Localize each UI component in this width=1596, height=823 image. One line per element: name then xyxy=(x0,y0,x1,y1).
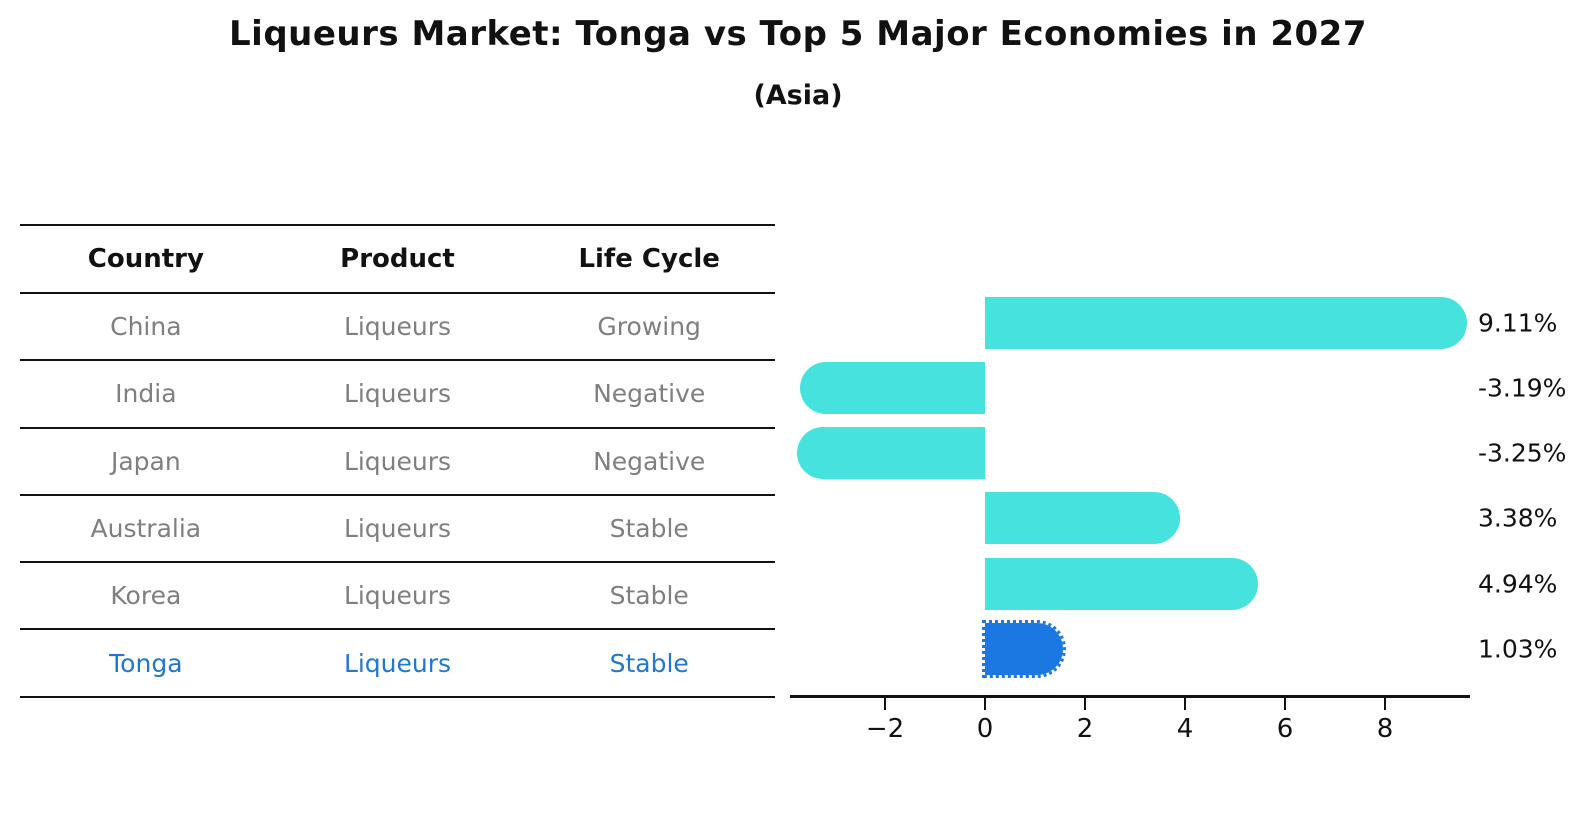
x-tick-label: −2 xyxy=(865,714,905,744)
x-tick-mark xyxy=(1083,698,1087,710)
cell-product: Liqueurs xyxy=(343,446,452,476)
cell-lifecycle: Negative xyxy=(593,379,706,409)
table-row-tonga: Tonga Liqueurs Stable xyxy=(20,628,775,695)
summary-table: Country Product Life Cycle China Liqueur… xyxy=(20,224,775,698)
bar-tonga xyxy=(982,620,1066,678)
bar-japan xyxy=(796,427,985,480)
cell-country: Australia xyxy=(90,514,202,544)
bar-china xyxy=(985,296,1467,349)
table-row-china: China Liqueurs Growing xyxy=(20,294,775,359)
value-label-japan: -3.25% xyxy=(1478,438,1567,468)
cell-country: Korea xyxy=(110,581,182,611)
value-label-australia: 3.38% xyxy=(1478,503,1558,533)
col-header-lifecycle: Life Cycle xyxy=(578,244,720,274)
x-tick-mark xyxy=(1183,698,1187,710)
x-tick-label: 4 xyxy=(1176,714,1194,744)
cell-country: Tonga xyxy=(109,648,183,678)
bar-korea xyxy=(985,557,1258,610)
cell-product: Liqueurs xyxy=(343,514,452,544)
cell-product: Liqueurs xyxy=(343,648,452,678)
x-tick-label: 2 xyxy=(1076,714,1094,744)
value-label-korea: 4.94% xyxy=(1478,569,1558,599)
cell-product: Liqueurs xyxy=(343,581,452,611)
cell-lifecycle: Growing xyxy=(597,312,701,342)
x-tick-label: 8 xyxy=(1376,714,1394,744)
cell-country: China xyxy=(110,312,182,342)
cell-product: Liqueurs xyxy=(343,379,452,409)
cell-country: India xyxy=(115,379,177,409)
cell-product: Liqueurs xyxy=(343,312,452,342)
x-tick-label: 6 xyxy=(1276,714,1294,744)
cell-lifecycle: Stable xyxy=(609,581,689,611)
col-header-product: Product xyxy=(340,244,455,274)
value-label-tonga: 1.03% xyxy=(1478,634,1558,664)
bar-india xyxy=(799,361,985,414)
value-label-china: 9.11% xyxy=(1478,308,1558,337)
x-tick-mark xyxy=(1383,698,1387,710)
cell-lifecycle: Negative xyxy=(593,446,706,476)
x-tick-label: 0 xyxy=(976,714,994,744)
x-tick-mark xyxy=(883,698,887,710)
table-header-row: Country Product Life Cycle xyxy=(20,226,775,294)
x-axis-line xyxy=(790,695,1470,698)
chart-subtitle: (Asia) xyxy=(753,80,843,111)
col-header-country: Country xyxy=(87,244,204,274)
table-row-india: India Liqueurs Negative xyxy=(20,359,775,426)
bar-australia xyxy=(985,492,1180,545)
cell-lifecycle: Stable xyxy=(609,514,689,544)
table-row-japan: Japan Liqueurs Negative xyxy=(20,426,775,494)
x-tick-mark xyxy=(1283,698,1287,710)
cell-lifecycle: Stable xyxy=(609,648,689,678)
cell-country: Japan xyxy=(110,446,181,476)
x-tick-mark xyxy=(983,698,987,710)
value-label-india: -3.19% xyxy=(1478,373,1567,403)
table-row-australia: Australia Liqueurs Stable xyxy=(20,493,775,561)
table-row-korea: Korea Liqueurs Stable xyxy=(20,561,775,628)
chart-title: Liqueurs Market: Tonga vs Top 5 Major Ec… xyxy=(229,14,1367,54)
